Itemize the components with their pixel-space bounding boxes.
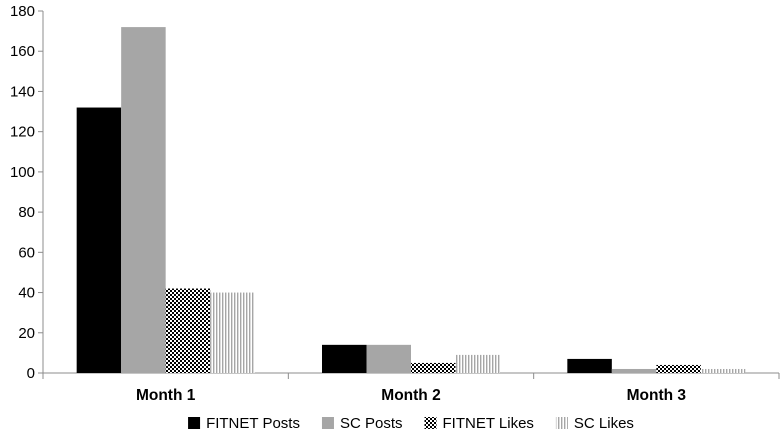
y-tick-label: 0 [27,365,35,382]
y-tick-label: 20 [18,325,35,342]
bar-sc-posts [611,368,657,373]
bar-sc-likes [210,292,255,373]
legend-label-fitnet-posts: FITNET Posts [206,415,300,432]
y-tick-label: 140 [10,83,35,100]
bar-fitnet-posts [76,107,122,374]
y-tick-label: 80 [18,204,35,221]
bar-sc-posts [366,344,411,373]
y-tick-label: 60 [18,244,35,261]
y-tick-label: 120 [10,124,35,141]
legend-label-fitnet-likes: FITNET Likes [443,415,534,432]
x-category-label: Month 2 [381,387,440,404]
bar-fitnet-likes [411,362,456,373]
bar-fitnet-likes [165,288,211,373]
x-category-label: Month 3 [627,387,687,404]
bar-sc-posts [121,27,166,373]
y-tick-label: 40 [18,285,35,302]
y-tick-label: 100 [10,164,35,181]
plot-area: 0 20 40 60 80 100 120 140 160 180 Month 1 Month 2 Mo… [10,3,780,404]
legend-swatch-fitnet-posts [188,417,201,429]
y-tick-label: 160 [10,43,35,60]
bar-fitnet-likes [656,364,701,373]
legend-swatch-sc-posts [321,417,334,429]
legend-label-sc-posts: SC Posts [340,415,403,432]
legend-swatch-fitnet-likes [424,417,437,429]
legend: FITNET Posts SC Posts FITNET Likes SC Likes [188,415,634,432]
x-category-label: Month 1 [136,387,196,404]
y-tick-label: 180 [10,3,35,20]
legend-swatch-sc-likes [555,417,568,429]
bar-fitnet-posts [567,358,612,373]
bar-sc-likes [700,368,746,373]
bar-sc-likes [455,354,500,373]
legend-label-sc-likes: SC Likes [574,415,634,432]
bar-fitnet-posts [322,344,367,373]
